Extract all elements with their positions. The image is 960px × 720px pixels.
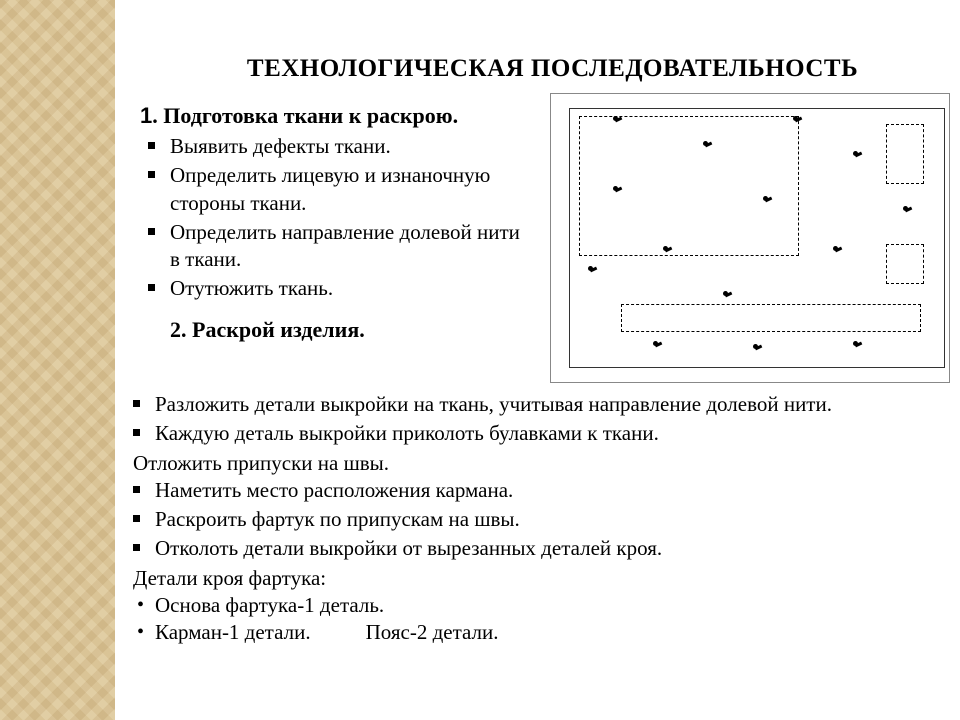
list-item: Отутюжить ткань. [148,275,530,302]
list-item: Раскроить фартук по припускам на швы. [133,506,960,533]
section-2-body: Разложить детали выкройки на ткань, учит… [125,391,960,647]
upper-row: 1. Подготовка ткани к раскрою. Выявить д… [140,103,960,383]
decorative-side-pattern [0,0,115,720]
page-title: ТЕХНОЛОГИЧЕСКАЯ ПОСЛЕДОВАТЕЛЬНОСТЬ [145,55,960,83]
section-2-list-a: Разложить детали выкройки на ткань, учит… [133,391,960,448]
list-item: Отколоть детали выкройки от вырезанных д… [133,535,960,562]
pin-icon [661,244,671,254]
pin-icon [851,149,861,159]
pin-icon [791,114,801,124]
list-item: Выявить дефекты ткани. [148,133,530,160]
list-item: Определить лицевую и изнаночную стороны … [148,162,530,217]
pattern-piece [886,244,924,284]
pin-icon [751,342,761,352]
pin-icon [611,114,621,124]
pin-icon [586,264,596,274]
list-item: Разложить детали выкройки на ткань, учит… [133,391,960,418]
pin-icon [651,339,661,349]
pin-icon [851,339,861,349]
pin-icon [761,194,771,204]
slide-content: ТЕХНОЛОГИЧЕСКАЯ ПОСЛЕДОВАТЕЛЬНОСТЬ 1. По… [115,0,960,720]
list-item: Карман-1 детали. Пояс-2 детали. [133,619,960,646]
pin-icon [901,204,911,214]
heading-num: 1 [140,103,152,128]
section-2-bullets: Основа фартука-1 деталь. Карман-1 детали… [133,592,960,647]
pin-icon [721,289,731,299]
section-1: 1. Подготовка ткани к раскрою. Выявить д… [140,103,530,343]
pattern-piece [886,124,924,184]
bullet-text-a: Карман-1 детали. [155,620,311,644]
list-item: Каждую деталь выкройки приколоть булавка… [133,420,960,447]
pin-icon [611,184,621,194]
list-item: Наметить место расположения кармана. [133,477,960,504]
list-item: Определить направление долевой нити в тк… [148,219,530,274]
plain-text: Отложить припуски на швы. [133,450,960,477]
section-1-list: Выявить дефекты ткани. Определить лицеву… [148,133,530,303]
pin-icon [831,244,841,254]
list-item: Основа фартука-1 деталь. [133,592,960,619]
section-2-heading: 2. Раскрой изделия. [170,317,530,343]
pin-icon [701,139,711,149]
plain-text: Детали кроя фартука: [133,565,960,592]
section-2-list-b: Наметить место расположения кармана. Рас… [133,477,960,563]
fabric-layout-diagram [550,93,950,383]
section-1-heading: 1. Подготовка ткани к раскрою. [140,103,530,129]
heading-text: . Подготовка ткани к раскрою. [152,103,458,128]
bullet-text-b: Пояс-2 детали. [366,620,499,644]
pattern-piece [621,304,921,332]
